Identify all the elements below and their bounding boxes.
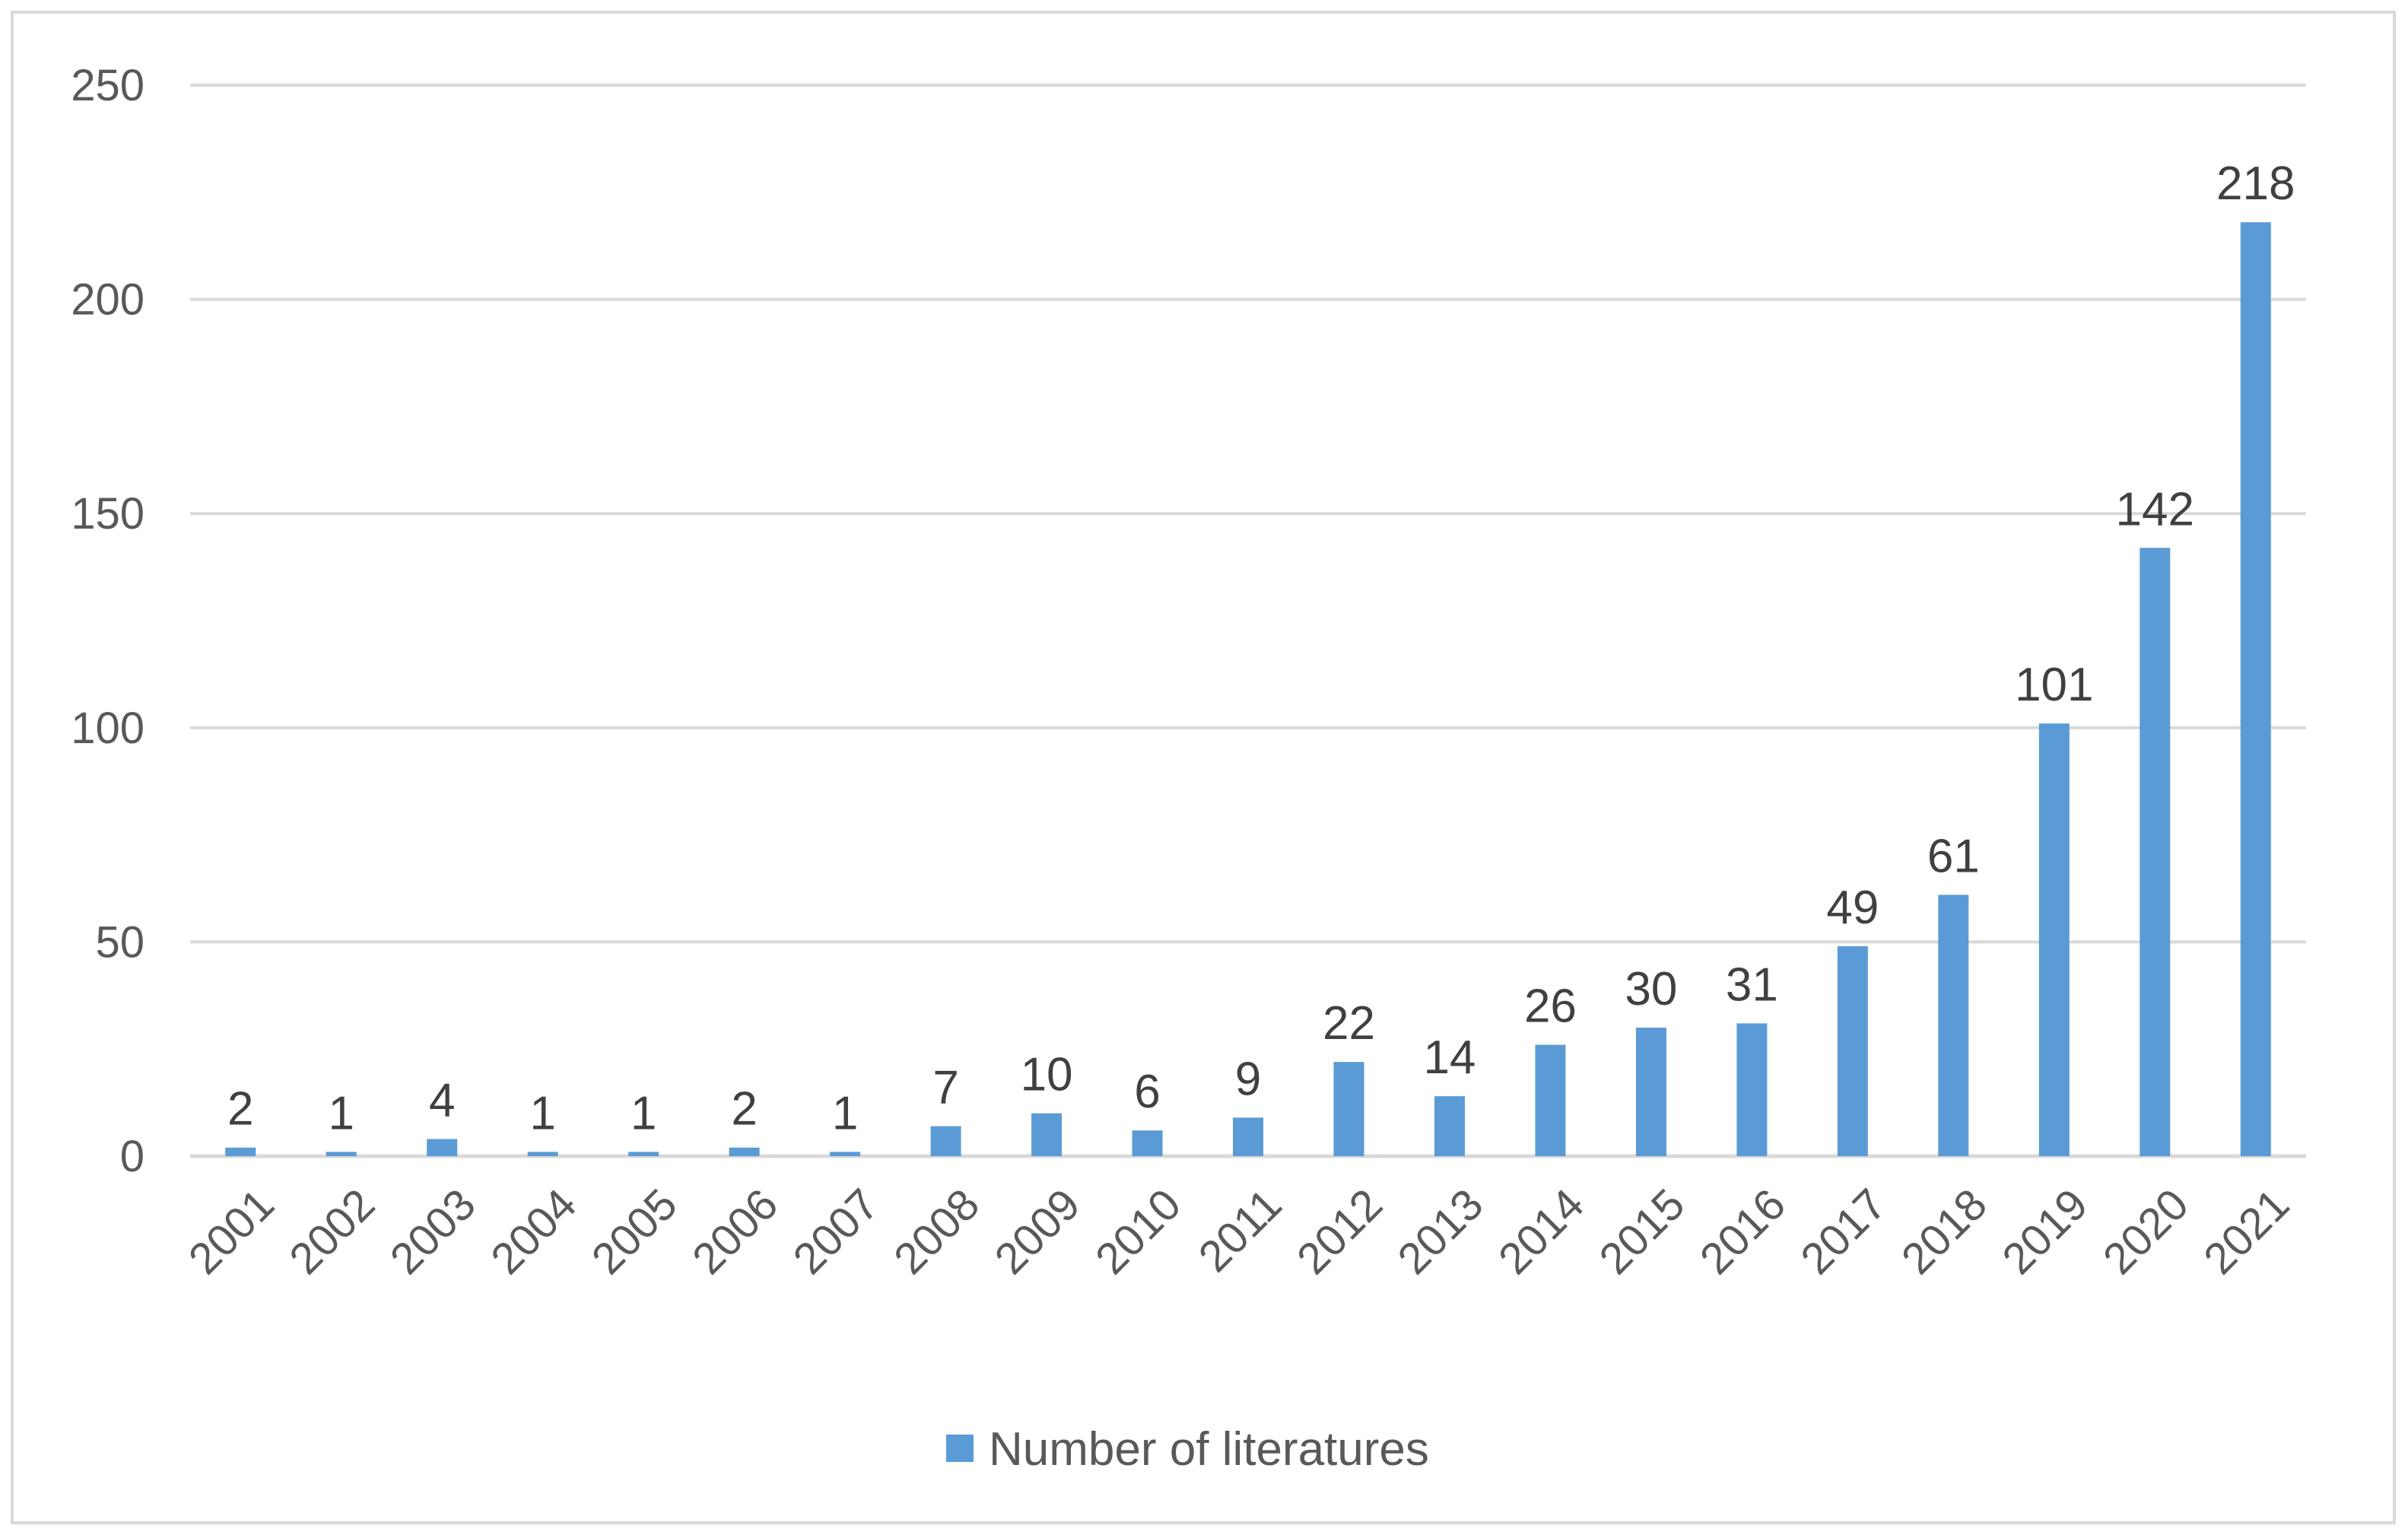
bar-2013	[1434, 1096, 1465, 1156]
chart-frame: 0 50 100 150 200 250 2 1 4 1 1 2 1 7 10 6 9 22 14 26 30 31 49…	[11, 11, 2396, 1524]
legend: Number of literatures	[946, 1423, 1429, 1476]
data-label-2016: 31	[1726, 958, 1778, 1011]
x-tick-label-2001: 2001	[179, 1180, 284, 1284]
legend-label: Number of literatures	[989, 1423, 1429, 1476]
bar-2015	[1635, 1028, 1666, 1156]
x-axis-tick-labels: 2001200220032004200520062007200820092010…	[179, 1180, 2299, 1284]
x-tick-label-2016: 2016	[1691, 1180, 1795, 1284]
bar-2011	[1233, 1117, 1263, 1156]
x-tick-label-2007: 2007	[783, 1180, 888, 1284]
y-tick-label: 250	[71, 61, 145, 110]
x-tick-label-2012: 2012	[1288, 1180, 1392, 1284]
bar-2018	[1938, 895, 1969, 1156]
x-tick-label-2019: 2019	[1993, 1180, 2097, 1284]
bar-2014	[1535, 1044, 1566, 1156]
x-tick-label-2004: 2004	[481, 1180, 586, 1284]
bar-2007	[830, 1152, 861, 1156]
data-label-2005: 1	[631, 1087, 656, 1139]
bar-2001	[225, 1147, 256, 1156]
data-label-2013: 14	[1423, 1031, 1476, 1084]
bar-2012	[1333, 1062, 1364, 1156]
bar-2008	[930, 1126, 961, 1156]
data-label-2003: 4	[429, 1074, 455, 1126]
bar-2002	[326, 1152, 357, 1156]
x-tick-label-2017: 2017	[1791, 1180, 1895, 1284]
legend-swatch	[946, 1435, 974, 1462]
y-axis-tick-labels: 0 50 100 150 200 250	[71, 61, 145, 1181]
bar-2019	[2038, 723, 2070, 1156]
data-label-2012: 22	[1323, 997, 1375, 1050]
x-tick-label-2002: 2002	[280, 1180, 384, 1284]
y-tick-label: 200	[71, 275, 145, 325]
x-tick-label-2015: 2015	[1590, 1180, 1694, 1284]
bar-2003	[427, 1139, 458, 1156]
data-label-2021: 218	[2216, 157, 2295, 210]
bar-2004	[527, 1152, 558, 1156]
data-label-2004: 1	[529, 1087, 555, 1139]
data-label-2010: 6	[1134, 1066, 1160, 1118]
data-label-2020: 142	[2116, 483, 2194, 535]
x-tick-label-2005: 2005	[583, 1180, 687, 1284]
data-label-2002: 1	[328, 1087, 354, 1139]
x-tick-label-2009: 2009	[985, 1180, 1089, 1284]
bar-2005	[628, 1152, 659, 1156]
data-label-2014: 26	[1524, 980, 1577, 1033]
data-label-2007: 1	[832, 1087, 858, 1139]
x-tick-label-2018: 2018	[1892, 1180, 1997, 1284]
data-label-2008: 7	[932, 1062, 958, 1114]
x-tick-label-2013: 2013	[1388, 1180, 1492, 1284]
bar-2020	[2140, 548, 2171, 1156]
bar-2009	[1031, 1113, 1063, 1156]
data-label-2018: 61	[1927, 830, 1980, 882]
data-label-2009: 10	[1021, 1049, 1073, 1101]
bar-2017	[1837, 946, 1868, 1156]
y-tick-label: 150	[71, 489, 145, 539]
y-tick-label: 0	[120, 1132, 145, 1181]
data-label-2015: 30	[1625, 963, 1677, 1015]
x-tick-label-2020: 2020	[2094, 1180, 2198, 1284]
data-label-2006: 2	[731, 1083, 757, 1136]
x-tick-label-2010: 2010	[1086, 1180, 1190, 1284]
x-tick-label-2003: 2003	[381, 1180, 485, 1284]
bar-2021	[2240, 222, 2271, 1156]
data-label-2019: 101	[2015, 659, 2093, 711]
y-tick-label: 100	[71, 704, 145, 753]
data-label-2011: 9	[1235, 1053, 1261, 1105]
data-label-2017: 49	[1826, 882, 1879, 934]
gridlines	[190, 84, 2306, 1158]
x-tick-label-2006: 2006	[683, 1180, 787, 1284]
x-tick-label-2021: 2021	[2194, 1180, 2298, 1284]
bar-2010	[1132, 1130, 1163, 1156]
bar-2016	[1736, 1023, 1768, 1156]
x-tick-label-2008: 2008	[885, 1180, 989, 1284]
bar-2006	[729, 1147, 760, 1156]
bars	[225, 222, 2271, 1156]
y-tick-label: 50	[95, 917, 145, 967]
x-tick-label-2011: 2011	[1189, 1180, 1291, 1282]
data-label-2001: 2	[227, 1083, 253, 1136]
x-tick-label-2014: 2014	[1489, 1180, 1593, 1284]
